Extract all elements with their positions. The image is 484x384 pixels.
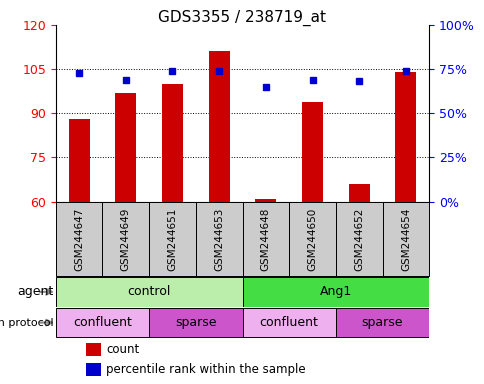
Text: growth protocol: growth protocol — [0, 318, 53, 328]
Bar — [149, 308, 242, 337]
Bar — [149, 202, 196, 276]
Text: sparse: sparse — [175, 316, 216, 329]
Bar — [302, 101, 322, 202]
Bar — [348, 184, 369, 202]
Bar — [162, 84, 182, 202]
Bar — [86, 363, 100, 376]
Text: control: control — [127, 285, 170, 298]
Bar — [255, 199, 276, 202]
Bar — [242, 277, 428, 306]
Text: confluent: confluent — [73, 316, 132, 329]
Bar — [288, 202, 335, 276]
Bar — [335, 308, 428, 337]
Text: sparse: sparse — [361, 316, 403, 329]
Bar — [242, 202, 288, 276]
Bar — [56, 202, 102, 276]
Bar — [208, 51, 229, 202]
Bar — [196, 202, 242, 276]
Text: GSM244654: GSM244654 — [400, 207, 410, 271]
Text: count: count — [106, 343, 139, 356]
Bar — [68, 119, 90, 202]
Text: GSM244648: GSM244648 — [260, 207, 270, 271]
Text: Ang1: Ang1 — [319, 285, 351, 298]
Text: GDS3355 / 238719_at: GDS3355 / 238719_at — [158, 10, 326, 26]
Bar — [242, 308, 335, 337]
Text: GSM244653: GSM244653 — [214, 207, 224, 271]
Bar — [335, 202, 382, 276]
Text: percentile rank within the sample: percentile rank within the sample — [106, 363, 305, 376]
Bar — [115, 93, 136, 202]
Bar — [102, 202, 149, 276]
Bar — [394, 72, 416, 202]
Bar — [86, 343, 100, 356]
Text: agent: agent — [17, 285, 53, 298]
Text: GSM244651: GSM244651 — [167, 207, 177, 271]
Bar — [382, 202, 428, 276]
Text: GSM244650: GSM244650 — [307, 207, 317, 271]
Bar — [56, 277, 242, 306]
Text: GSM244652: GSM244652 — [353, 207, 363, 271]
Text: confluent: confluent — [259, 316, 318, 329]
Text: GSM244647: GSM244647 — [74, 207, 84, 271]
Bar — [56, 308, 149, 337]
Text: GSM244649: GSM244649 — [121, 207, 131, 271]
